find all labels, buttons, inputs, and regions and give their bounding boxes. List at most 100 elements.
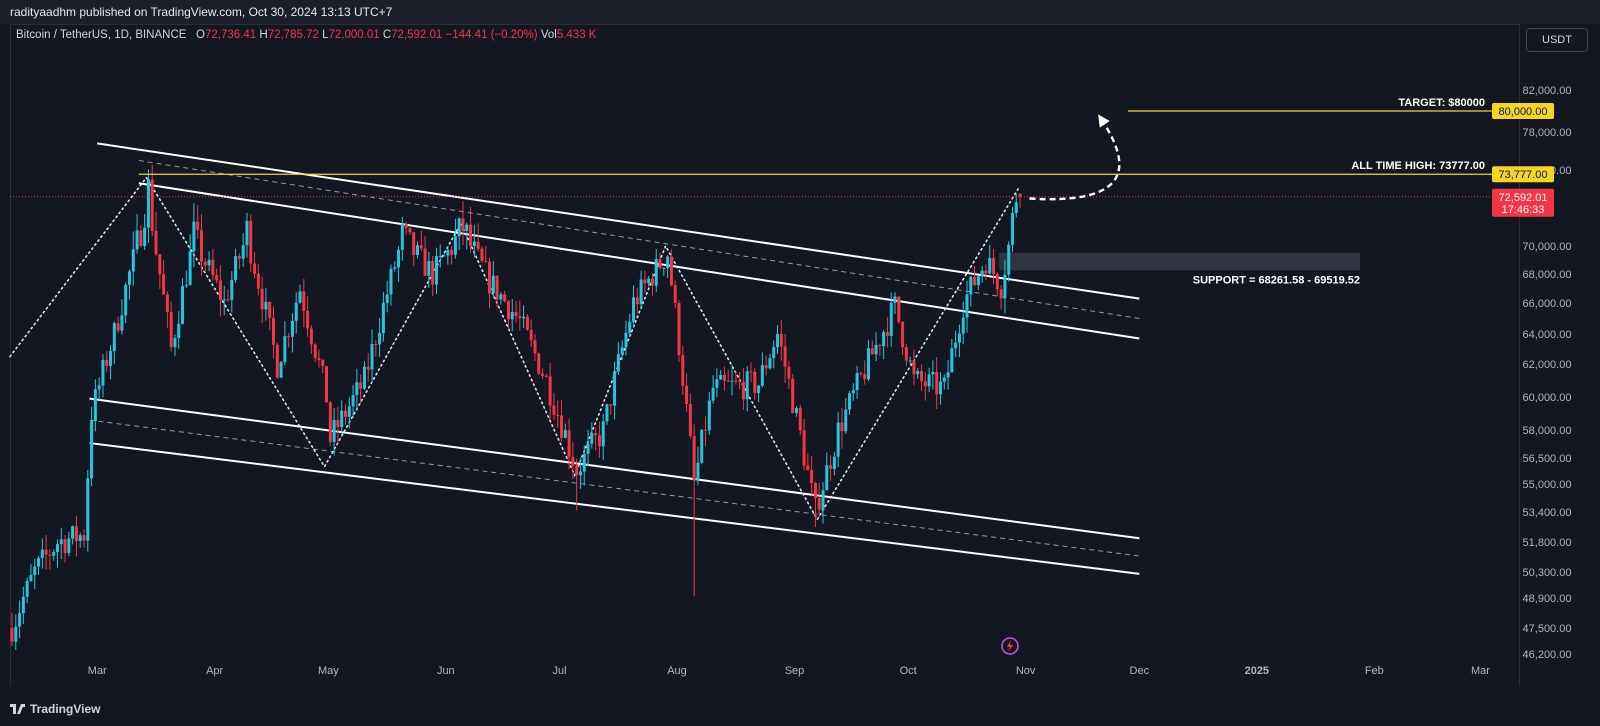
candle-body	[696, 462, 700, 481]
candle-body	[499, 294, 503, 300]
candle-body	[173, 337, 177, 348]
candle-body	[268, 301, 272, 318]
candle-body	[241, 245, 245, 259]
candle-body	[97, 385, 101, 390]
candle-body	[976, 276, 980, 286]
candle-body	[313, 344, 317, 358]
candle-body	[378, 333, 382, 345]
candle-body	[817, 498, 821, 510]
target-price-tag: 80,000.00	[1499, 106, 1548, 118]
x-tick-label: Nov	[1016, 665, 1036, 677]
candle-body	[124, 284, 128, 316]
candle-body	[533, 340, 537, 354]
candle-body	[779, 333, 783, 347]
candle-body	[510, 312, 514, 320]
candle-body	[954, 342, 958, 349]
candle-body	[325, 366, 329, 403]
candle-body	[794, 408, 798, 414]
candle-body	[488, 261, 492, 294]
candle-body	[146, 179, 150, 228]
y-tick-label: 82,000.00	[1523, 85, 1572, 97]
candle-body	[741, 382, 745, 400]
candle-body	[999, 289, 1003, 299]
candle-body	[290, 320, 294, 337]
candle-body	[359, 382, 363, 389]
candle-body	[82, 535, 86, 541]
candle-body	[400, 224, 404, 250]
symbol-name[interactable]: Bitcoin / TetherUS, 1D, BINANCE	[16, 29, 187, 41]
candle-body	[116, 323, 120, 331]
candle-body	[404, 224, 408, 228]
candle-body	[931, 372, 935, 375]
candle-body	[613, 371, 617, 406]
currency-button[interactable]: USDT	[1526, 28, 1588, 52]
candle-body	[101, 359, 105, 386]
candle-body	[260, 288, 264, 310]
candle-body	[628, 321, 632, 333]
candle-body	[472, 241, 476, 246]
candle-body	[688, 404, 692, 437]
candle-body	[450, 249, 454, 255]
y-tick-label: 58,000.00	[1523, 425, 1572, 437]
candle-body	[544, 375, 548, 377]
candle-body	[408, 227, 412, 233]
x-tick-label: Aug	[667, 665, 687, 677]
candle-body	[139, 230, 143, 247]
current-price-tag-bg	[1492, 188, 1554, 217]
candle-body	[218, 280, 222, 301]
candle-body	[722, 374, 726, 381]
candle-body	[563, 430, 567, 438]
candle-body	[503, 294, 507, 302]
candle-body	[1003, 274, 1007, 299]
candle-body	[715, 379, 719, 388]
candle-body	[63, 539, 67, 553]
ath-label: ALL TIME HIGH: 73777.00	[1351, 160, 1485, 172]
candle-body	[271, 317, 275, 345]
candle-body	[457, 218, 461, 237]
candle-body	[374, 344, 378, 346]
candle-body	[461, 218, 465, 231]
candle-body	[397, 249, 401, 268]
candle-body	[154, 230, 158, 255]
tradingview-brand[interactable]: TradingView	[10, 702, 100, 716]
candle-body	[347, 406, 351, 417]
y-tick-label: 66,000.00	[1523, 298, 1572, 310]
candle-body	[109, 351, 113, 366]
close-label: C	[382, 29, 392, 41]
volume-value: 5.433 K	[556, 29, 597, 41]
candle-body	[567, 430, 571, 457]
x-tick-label: Oct	[900, 665, 917, 677]
change-value: −144.41 (−0.20%)	[445, 29, 538, 41]
candle-body	[48, 554, 52, 556]
candle-body	[601, 421, 605, 447]
candle-body	[222, 299, 226, 301]
candle-body	[650, 278, 654, 286]
candle-body	[848, 393, 852, 410]
candle-body	[105, 359, 109, 366]
candle-body	[298, 291, 302, 303]
candle-body	[294, 302, 298, 321]
candle-body	[491, 275, 495, 294]
candle-body	[541, 373, 545, 376]
candle-body	[264, 301, 268, 310]
candle-body	[385, 294, 389, 303]
published-header: radityaadhm published on TradingView.com…	[0, 0, 1600, 24]
footer-bar	[0, 686, 1600, 726]
candle-body	[370, 344, 374, 370]
candle-body	[93, 389, 97, 421]
candle-body	[306, 310, 310, 329]
candle-body	[552, 405, 556, 415]
candle-body	[476, 241, 480, 249]
candle-body	[1007, 244, 1011, 275]
candle-body	[196, 221, 200, 230]
candle-body	[234, 256, 238, 280]
candle-body	[40, 549, 44, 559]
open-label: O	[196, 29, 205, 41]
candle-body	[275, 344, 279, 378]
y-tick-label: 55,000.00	[1523, 479, 1572, 491]
x-tick-label: Feb	[1365, 665, 1384, 677]
x-tick-label: Dec	[1130, 665, 1150, 677]
x-tick-label: 2025	[1245, 665, 1269, 677]
candle-body	[726, 380, 730, 382]
